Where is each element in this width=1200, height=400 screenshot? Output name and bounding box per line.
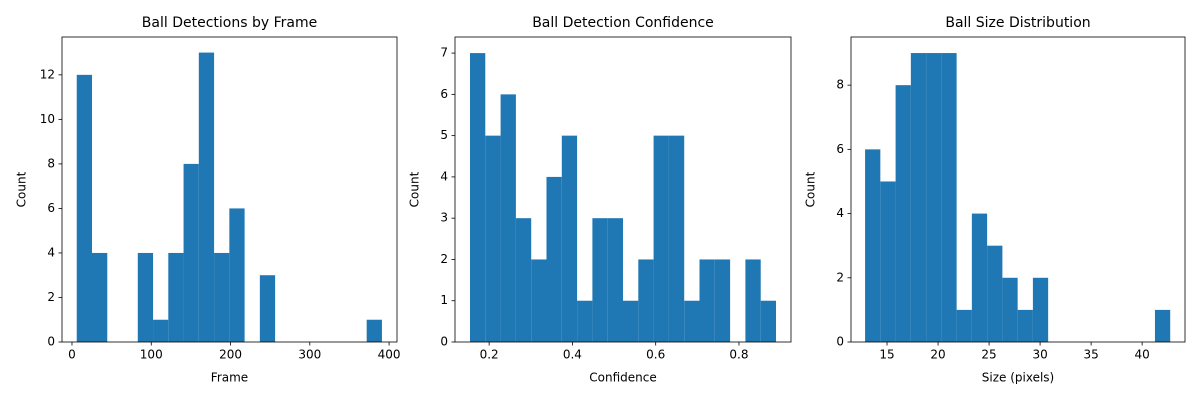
- bar: [714, 259, 731, 342]
- bar: [1032, 277, 1049, 342]
- bar: [607, 218, 623, 342]
- bar: [561, 135, 578, 342]
- x-axis-label: Size (pixels): [982, 371, 1054, 385]
- x-tick-label: 15: [879, 348, 894, 362]
- bar: [592, 218, 608, 342]
- bar: [515, 218, 532, 342]
- x-tick-label: 0: [68, 348, 76, 362]
- bar: [92, 252, 108, 342]
- y-tick-label: 8: [47, 156, 55, 170]
- y-tick-label: 1: [440, 293, 448, 307]
- bar: [987, 245, 1003, 342]
- y-axis-label: Count: [408, 171, 422, 207]
- y-tick-label: 12: [40, 67, 55, 81]
- bar: [638, 259, 654, 342]
- x-tick-label: 30: [1032, 348, 1047, 362]
- bar: [880, 181, 896, 342]
- bar: [546, 176, 562, 342]
- bar: [183, 163, 199, 342]
- bar: [941, 53, 957, 342]
- y-tick-label: 6: [836, 142, 844, 156]
- y-axis-label: Count: [804, 171, 818, 207]
- axes-frame: [850, 36, 1186, 343]
- bar: [668, 135, 685, 342]
- bar: [168, 252, 184, 342]
- y-axis-label: Count: [15, 171, 29, 207]
- x-tick-label: 35: [1083, 348, 1098, 362]
- y-tick-label: 5: [440, 128, 448, 142]
- y-tick-label: 0: [836, 335, 844, 349]
- y-tick-label: 2: [440, 252, 448, 266]
- bar: [366, 319, 382, 342]
- x-tick-label: 0.6: [646, 348, 665, 362]
- bar: [745, 259, 761, 342]
- y-tick-label: 8: [836, 78, 844, 92]
- bar: [1017, 309, 1033, 342]
- y-tick-label: 3: [440, 211, 448, 225]
- axes-frame: [454, 36, 792, 343]
- x-axis-label: Frame: [211, 371, 248, 385]
- x-tick-label: 100: [140, 348, 163, 362]
- bar: [137, 252, 154, 342]
- chart-title: Ball Size Distribution: [945, 15, 1090, 31]
- y-tick-label: 2: [47, 290, 55, 304]
- bar: [259, 275, 276, 342]
- x-tick-label: 0.2: [480, 348, 499, 362]
- x-tick-label: 400: [378, 348, 401, 362]
- bar: [699, 259, 715, 342]
- y-tick-label: 7: [440, 46, 448, 60]
- bar: [469, 53, 486, 343]
- x-tick-label: 0.8: [729, 348, 748, 362]
- y-tick-label: 6: [440, 87, 448, 101]
- bar: [910, 53, 927, 342]
- bar: [229, 208, 245, 342]
- bar: [684, 300, 700, 342]
- bar: [971, 213, 988, 342]
- y-tick-label: 0: [440, 335, 448, 349]
- bar: [500, 94, 516, 342]
- bar: [623, 300, 639, 342]
- x-axis-label: Confidence: [589, 371, 656, 385]
- x-tick-label: 0.4: [563, 348, 582, 362]
- axes-frame: [61, 36, 398, 343]
- bar: [531, 259, 547, 342]
- bar: [653, 135, 669, 342]
- x-tick-label: 200: [219, 348, 242, 362]
- bar: [956, 309, 972, 342]
- x-tick-label: 40: [1134, 348, 1149, 362]
- y-tick-label: 2: [836, 270, 844, 284]
- bar: [76, 74, 93, 343]
- x-tick-label: 300: [298, 348, 321, 362]
- y-tick-label: 6: [47, 201, 55, 215]
- bar: [485, 135, 501, 342]
- bar: [865, 149, 881, 342]
- chart-title: Ball Detection Confidence: [532, 15, 714, 31]
- bar: [214, 252, 230, 342]
- y-tick-label: 4: [836, 206, 844, 220]
- bar: [1154, 309, 1171, 342]
- bar: [198, 52, 215, 342]
- bar: [577, 300, 593, 342]
- y-tick-label: 4: [440, 169, 448, 183]
- x-tick-label: 25: [981, 348, 996, 362]
- bar: [895, 85, 911, 342]
- bar: [760, 300, 777, 342]
- bar: [153, 319, 169, 342]
- x-tick-label: 20: [930, 348, 945, 362]
- bar: [926, 53, 942, 342]
- chart-title: Ball Detections by Frame: [142, 15, 317, 31]
- bar: [1002, 277, 1018, 342]
- y-tick-label: 4: [47, 245, 55, 259]
- y-tick-label: 0: [47, 335, 55, 349]
- y-tick-label: 10: [40, 112, 55, 126]
